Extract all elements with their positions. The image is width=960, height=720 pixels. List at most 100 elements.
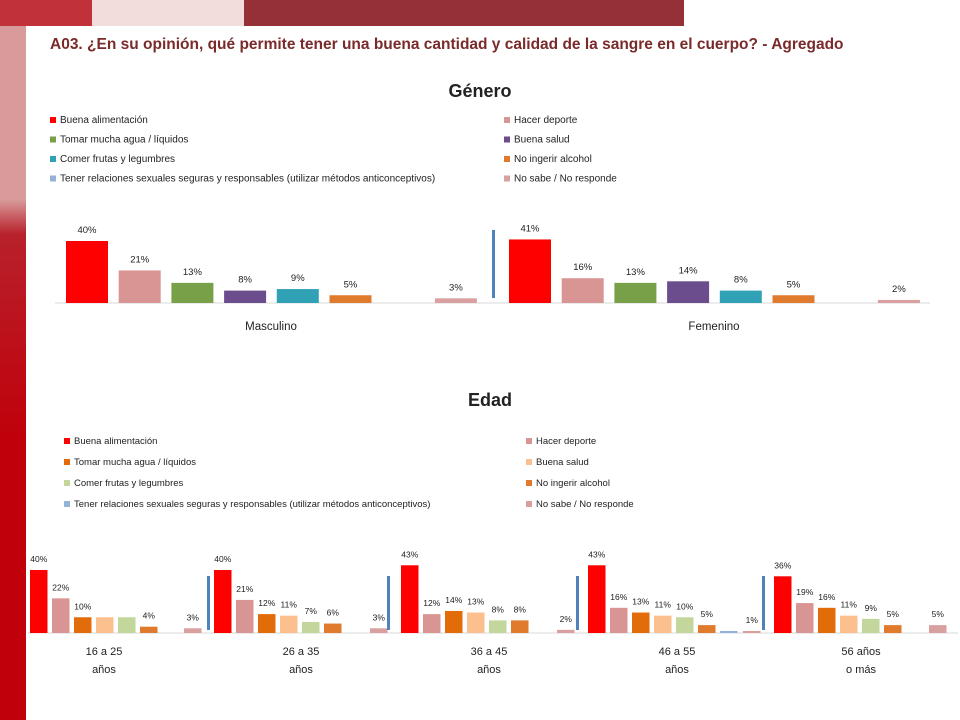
bar bbox=[557, 629, 575, 633]
data-label: 13% bbox=[632, 597, 649, 607]
legend-label: Comer frutas y legumbres bbox=[74, 478, 184, 489]
data-label: 40% bbox=[214, 554, 231, 564]
data-label: 14% bbox=[679, 265, 699, 276]
legend-label: Hacer deporte bbox=[536, 436, 596, 447]
bar bbox=[840, 615, 858, 633]
bar bbox=[370, 628, 388, 633]
data-label: 5% bbox=[701, 609, 714, 619]
data-label: 13% bbox=[183, 267, 203, 278]
bar bbox=[654, 615, 672, 633]
legend-swatch bbox=[64, 480, 70, 486]
data-label: 8% bbox=[734, 275, 748, 286]
bar bbox=[862, 618, 880, 633]
data-label: 10% bbox=[74, 601, 91, 611]
bar bbox=[96, 617, 114, 633]
bar bbox=[52, 598, 70, 633]
bar bbox=[324, 623, 342, 633]
bar bbox=[884, 625, 902, 633]
data-label: 21% bbox=[236, 584, 253, 594]
group-separator bbox=[576, 576, 579, 630]
bar bbox=[774, 576, 792, 633]
group-separator bbox=[762, 576, 765, 630]
data-label: 5% bbox=[887, 609, 900, 619]
bar bbox=[772, 295, 815, 303]
bar bbox=[171, 282, 214, 303]
legend-swatch bbox=[526, 459, 532, 465]
data-label: 11% bbox=[655, 600, 672, 610]
bar bbox=[140, 626, 158, 633]
data-label: 8% bbox=[238, 275, 252, 286]
data-label: 3% bbox=[449, 282, 463, 293]
legend-label: No sabe / No responde bbox=[536, 499, 634, 510]
data-label: 16% bbox=[573, 262, 593, 273]
data-label: 3% bbox=[373, 612, 386, 622]
group-separator bbox=[492, 230, 495, 298]
category-label-line1: 56 años bbox=[841, 646, 881, 658]
top-accent-bar-2 bbox=[92, 0, 244, 26]
page-title: A03. ¿En su opinión, qué permite tener u… bbox=[50, 36, 844, 53]
bar bbox=[401, 565, 419, 633]
bar bbox=[719, 290, 762, 303]
data-label: 21% bbox=[130, 254, 150, 265]
category-label: Femenino bbox=[688, 321, 739, 333]
legend-label: No sabe / No responde bbox=[514, 174, 617, 185]
group-separator bbox=[207, 576, 210, 630]
chart-title-genero: Género bbox=[448, 81, 511, 101]
bar bbox=[30, 570, 48, 633]
bar bbox=[236, 599, 254, 633]
data-label: 10% bbox=[676, 601, 693, 611]
bar bbox=[276, 289, 319, 303]
bar bbox=[280, 615, 298, 633]
data-label: 40% bbox=[30, 554, 47, 564]
data-label: 14% bbox=[445, 595, 462, 605]
data-label: 16% bbox=[610, 592, 627, 602]
data-label: 40% bbox=[77, 225, 97, 236]
data-label: 6% bbox=[327, 608, 340, 618]
bar bbox=[224, 290, 267, 303]
data-label: 9% bbox=[865, 603, 878, 613]
bar bbox=[610, 607, 628, 633]
legend-swatch bbox=[526, 438, 532, 444]
data-label: 22% bbox=[52, 582, 69, 592]
data-label: 5% bbox=[932, 609, 945, 619]
data-label: 8% bbox=[514, 604, 527, 614]
legend-label: Buena salud bbox=[514, 135, 570, 146]
bar bbox=[877, 299, 920, 303]
group-separator bbox=[387, 576, 390, 630]
bar bbox=[796, 603, 814, 633]
data-label: 12% bbox=[423, 598, 440, 608]
category-label-line1: 46 a 55 bbox=[659, 646, 696, 658]
legend-label: Buena alimentación bbox=[60, 115, 148, 126]
category-label-line2: años bbox=[477, 664, 501, 676]
category-label-line2: años bbox=[665, 664, 689, 676]
data-label: 2% bbox=[560, 614, 573, 624]
bar bbox=[614, 282, 657, 303]
legend-swatch bbox=[526, 501, 532, 507]
legend-label: Tener relaciones sexuales seguras y resp… bbox=[74, 499, 430, 510]
legend-swatch bbox=[526, 480, 532, 486]
category-label: Masculino bbox=[245, 321, 297, 333]
data-label: 3% bbox=[187, 612, 200, 622]
bar bbox=[118, 270, 161, 303]
data-label: 11% bbox=[281, 600, 298, 610]
bar bbox=[434, 298, 477, 303]
category-label-line1: 26 a 35 bbox=[283, 646, 320, 658]
legend-swatch bbox=[50, 136, 56, 143]
legend-swatch bbox=[64, 438, 70, 444]
bar bbox=[818, 607, 836, 633]
data-label: 19% bbox=[796, 587, 813, 597]
bar bbox=[929, 625, 947, 633]
data-label: 5% bbox=[787, 279, 801, 290]
legend-label: No ingerir alcohol bbox=[514, 154, 592, 165]
bar bbox=[509, 239, 551, 303]
bar bbox=[632, 612, 650, 633]
category-label-line2: años bbox=[289, 664, 313, 676]
legend-swatch bbox=[64, 501, 70, 507]
data-label: 7% bbox=[305, 606, 318, 616]
legend-label: Tener relaciones sexuales seguras y resp… bbox=[60, 174, 435, 185]
chart-title-edad: Edad bbox=[468, 390, 512, 410]
data-label: 9% bbox=[291, 273, 305, 284]
legend-swatch bbox=[50, 175, 56, 182]
legend-label: Buena alimentación bbox=[74, 436, 157, 447]
